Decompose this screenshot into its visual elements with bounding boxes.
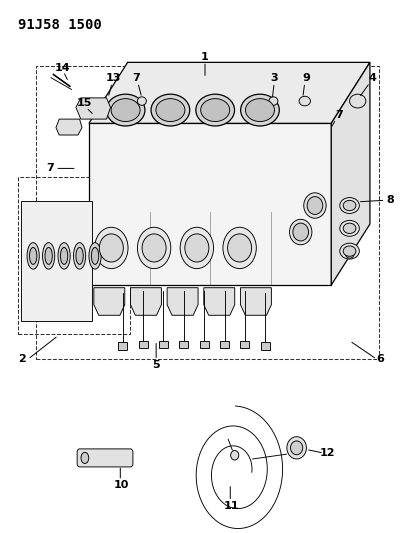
Ellipse shape — [142, 234, 166, 262]
Polygon shape — [94, 288, 124, 316]
Text: 11: 11 — [223, 501, 238, 511]
Ellipse shape — [27, 243, 39, 269]
Text: 13: 13 — [106, 73, 121, 83]
FancyBboxPatch shape — [77, 449, 133, 467]
Ellipse shape — [91, 247, 99, 264]
Ellipse shape — [227, 234, 251, 262]
Polygon shape — [240, 341, 249, 348]
FancyBboxPatch shape — [21, 201, 92, 320]
Polygon shape — [179, 341, 188, 348]
Ellipse shape — [180, 227, 213, 269]
Ellipse shape — [306, 197, 322, 214]
Ellipse shape — [111, 99, 140, 122]
Ellipse shape — [286, 437, 306, 459]
Ellipse shape — [76, 247, 83, 264]
Polygon shape — [199, 341, 208, 348]
Ellipse shape — [245, 99, 274, 122]
Text: 3: 3 — [270, 73, 277, 83]
Text: 10: 10 — [114, 480, 129, 490]
Ellipse shape — [339, 198, 358, 214]
Text: 1: 1 — [201, 52, 208, 62]
Polygon shape — [240, 288, 271, 316]
Ellipse shape — [290, 441, 302, 455]
Ellipse shape — [94, 227, 128, 269]
Ellipse shape — [155, 99, 184, 122]
Text: 12: 12 — [319, 448, 334, 458]
Ellipse shape — [60, 247, 67, 264]
Ellipse shape — [29, 247, 37, 264]
Ellipse shape — [151, 94, 189, 126]
Ellipse shape — [344, 248, 353, 258]
Ellipse shape — [289, 219, 311, 245]
Ellipse shape — [73, 243, 85, 269]
Polygon shape — [138, 341, 147, 348]
Polygon shape — [167, 288, 198, 316]
Ellipse shape — [230, 450, 238, 460]
Ellipse shape — [292, 223, 308, 241]
Ellipse shape — [342, 200, 355, 211]
Ellipse shape — [298, 96, 310, 106]
Ellipse shape — [81, 453, 88, 464]
Text: 5: 5 — [152, 360, 160, 369]
Ellipse shape — [137, 227, 171, 269]
Text: 15: 15 — [77, 98, 92, 108]
Ellipse shape — [303, 193, 325, 218]
Polygon shape — [203, 288, 234, 316]
Ellipse shape — [45, 247, 52, 264]
Ellipse shape — [200, 99, 229, 122]
Polygon shape — [130, 288, 161, 316]
Ellipse shape — [196, 94, 234, 126]
Polygon shape — [76, 98, 110, 119]
Ellipse shape — [342, 223, 355, 233]
Ellipse shape — [222, 227, 256, 269]
Ellipse shape — [99, 234, 123, 262]
Ellipse shape — [339, 220, 358, 236]
Ellipse shape — [43, 243, 55, 269]
Polygon shape — [260, 342, 269, 350]
Ellipse shape — [339, 243, 358, 259]
Text: 4: 4 — [367, 73, 375, 83]
Text: 2: 2 — [18, 354, 26, 364]
Polygon shape — [330, 62, 369, 285]
Ellipse shape — [58, 243, 70, 269]
Text: 14: 14 — [54, 63, 70, 72]
Ellipse shape — [349, 94, 365, 108]
Text: 7: 7 — [46, 164, 54, 173]
Polygon shape — [118, 342, 127, 350]
Ellipse shape — [106, 94, 144, 126]
Text: 8: 8 — [385, 195, 393, 205]
Ellipse shape — [137, 97, 146, 106]
Polygon shape — [56, 119, 82, 135]
Text: 9: 9 — [302, 73, 310, 83]
Ellipse shape — [342, 246, 355, 256]
Ellipse shape — [240, 94, 279, 126]
Polygon shape — [220, 341, 229, 348]
Polygon shape — [159, 341, 168, 348]
Ellipse shape — [89, 243, 101, 269]
Text: 6: 6 — [375, 354, 383, 364]
Text: 7: 7 — [335, 110, 342, 120]
Ellipse shape — [184, 234, 208, 262]
Text: 91J58 1500: 91J58 1500 — [18, 18, 101, 33]
Ellipse shape — [268, 97, 277, 106]
Polygon shape — [89, 62, 369, 123]
Text: 7: 7 — [132, 73, 139, 83]
Polygon shape — [89, 123, 330, 285]
